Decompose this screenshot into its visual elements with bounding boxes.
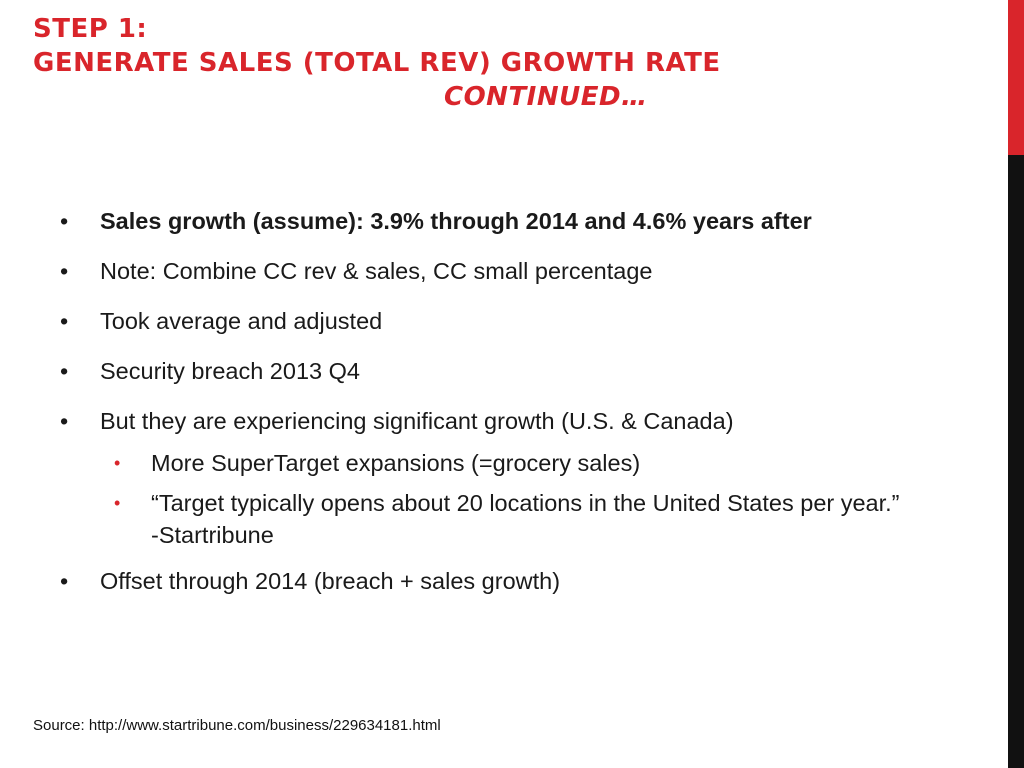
bullet-text: But they are experiencing significant gr… [100,408,734,434]
bullet-item: • Offset through 2014 (breach + sales gr… [58,565,908,597]
bullet-icon: • [60,258,69,284]
sub-bullet-list: • More SuperTarget expansions (=grocery … [58,447,908,551]
bullet-icon: • [60,408,69,434]
bullet-item: • Took average and adjusted [58,305,908,337]
bullet-icon: • [60,208,69,234]
sub-bullet-text: More SuperTarget expansions (=grocery sa… [151,450,641,476]
bullet-icon: • [60,358,69,384]
bullet-icon: • [60,568,69,594]
bullet-text: Took average and adjusted [100,308,383,334]
sub-bullet-item: • More SuperTarget expansions (=grocery … [58,447,908,479]
title-line-2: Generate Sales (Total Rev) Growth Rate [33,48,721,78]
bullet-text: Sales growth (assume): 3.9% through 2014… [100,208,812,234]
accent-bar-dark [1008,155,1024,768]
sub-bullet-icon: • [114,493,121,513]
bullet-item: • But they are experiencing significant … [58,405,908,437]
bullet-list: • Sales growth (assume): 3.9% through 20… [58,205,908,615]
sub-bullet-text: “Target typically opens about 20 locatio… [151,490,900,548]
bullet-icon: • [60,308,69,334]
accent-bar-red [1008,0,1024,155]
title-line-1: Step 1: [33,14,148,44]
bullet-text: Offset through 2014 (breach + sales grow… [100,568,561,594]
source-citation: Source: http://www.startribune.com/busin… [33,717,441,734]
sub-bullet-item: • “Target typically opens about 20 locat… [58,487,908,551]
bullet-text: Note: Combine CC rev & sales, CC small p… [100,258,653,284]
bullet-text: Security breach 2013 Q4 [100,358,360,384]
sub-bullet-icon: • [114,453,121,473]
bullet-item: • Security breach 2013 Q4 [58,355,908,387]
bullet-item: • Sales growth (assume): 3.9% through 20… [58,205,908,237]
slide-title: Step 1: Generate Sales (Total Rev) Growt… [33,12,721,114]
bullet-item: • Note: Combine CC rev & sales, CC small… [58,255,908,287]
title-continued: continued… [444,82,648,112]
